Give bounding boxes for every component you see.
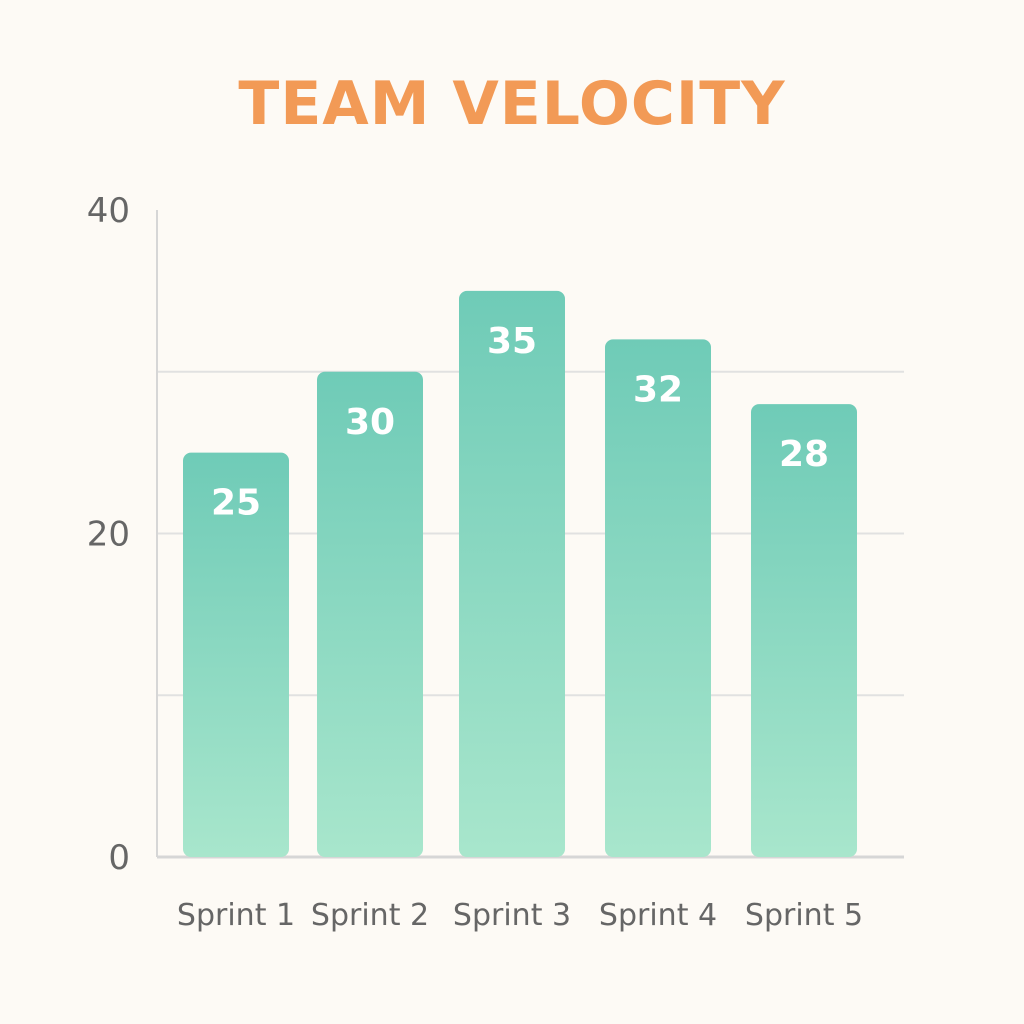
y-tick-label: 40 [87, 191, 130, 231]
bar [317, 371, 423, 857]
x-category-label: Sprint 4 [599, 898, 717, 933]
chart-title: TEAM VELOCITY [238, 69, 786, 139]
y-tick-label: 0 [108, 838, 130, 878]
x-category-label: Sprint 3 [453, 898, 571, 933]
x-category-labels: Sprint 1 Sprint 2 Sprint 3 Sprint 4 Sprint 5 [177, 898, 863, 933]
bar [605, 339, 711, 857]
bar [751, 404, 857, 857]
bar [459, 290, 565, 857]
bar-value-labels: 25 30 35 32 28 [211, 321, 829, 524]
x-category-label: Sprint 5 [745, 898, 863, 933]
y-tick-label: 20 [87, 515, 130, 555]
bar [183, 452, 289, 857]
x-category-label: Sprint 2 [311, 898, 429, 933]
bar-value-label: 25 [211, 483, 261, 524]
bar-value-label: 32 [633, 369, 683, 410]
x-category-label: Sprint 1 [177, 898, 295, 933]
y-tick-labels: 0 20 40 [87, 191, 130, 878]
bars [183, 290, 857, 857]
bar-value-label: 30 [345, 402, 395, 443]
bar-value-label: 35 [487, 321, 537, 362]
bar-value-label: 28 [779, 434, 829, 475]
